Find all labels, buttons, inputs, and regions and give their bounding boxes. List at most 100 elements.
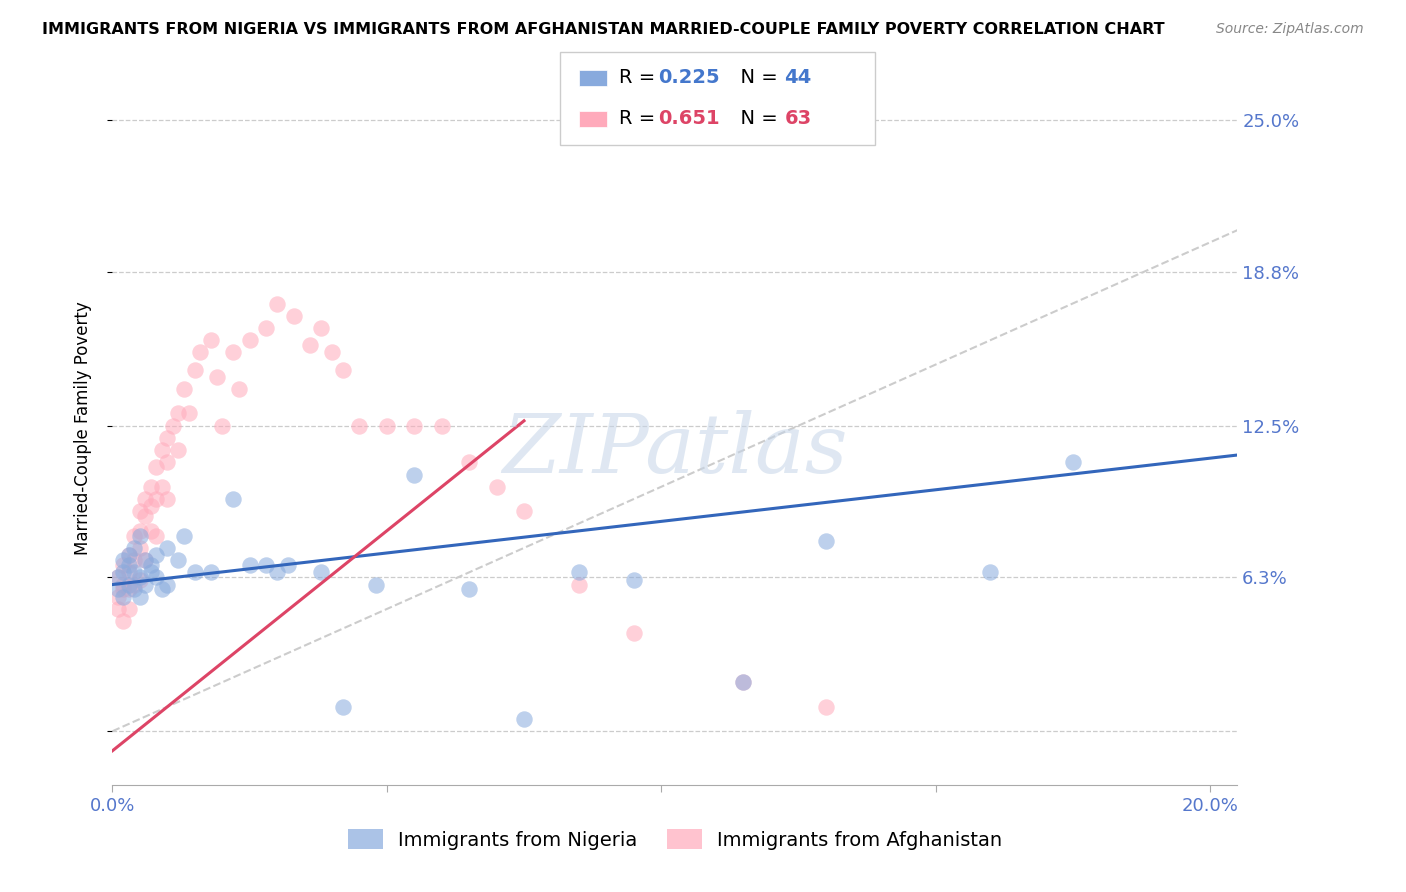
Point (150, 443, 173, 458)
Point (107, 602, 129, 616)
Point (107, 582, 129, 597)
Point (814, 699, 837, 714)
Point (283, 309, 305, 323)
Point (124, 529, 146, 543)
Point (129, 590, 152, 604)
Point (134, 553, 156, 567)
Point (145, 548, 167, 562)
Point (184, 362, 207, 376)
Point (513, 504, 536, 518)
Point (458, 455, 481, 469)
Point (129, 541, 152, 555)
Point (129, 529, 152, 543)
Legend: Immigrants from Nigeria, Immigrants from Afghanistan: Immigrants from Nigeria, Immigrants from… (340, 822, 1010, 857)
Point (266, 296, 288, 310)
Point (112, 553, 135, 567)
Point (134, 491, 156, 506)
Point (112, 558, 135, 572)
Point (107, 590, 129, 604)
Point (568, 577, 591, 591)
Point (156, 491, 179, 506)
Point (404, 418, 426, 433)
Point (733, 675, 755, 690)
Point (277, 558, 299, 572)
Point (188, 345, 211, 359)
Text: 44: 44 (785, 68, 811, 87)
Point (118, 582, 141, 597)
Point (145, 529, 167, 543)
Point (309, 321, 332, 335)
Point (112, 590, 135, 604)
Point (156, 455, 179, 469)
Point (129, 504, 152, 518)
Point (404, 467, 426, 482)
Point (139, 566, 162, 580)
Point (173, 529, 195, 543)
Point (150, 582, 173, 597)
Text: 63: 63 (785, 109, 811, 128)
Point (200, 333, 222, 347)
Text: R =: R = (619, 68, 661, 87)
Point (145, 460, 167, 475)
Point (513, 712, 536, 726)
Text: N =: N = (728, 68, 785, 87)
Point (254, 321, 277, 335)
Point (118, 548, 141, 562)
Point (458, 582, 481, 597)
Point (139, 480, 162, 494)
Point (134, 577, 156, 591)
Point (349, 418, 371, 433)
Text: IMMIGRANTS FROM NIGERIA VS IMMIGRANTS FROM AFGHANISTAN MARRIED-COUPLE FAMILY POV: IMMIGRANTS FROM NIGERIA VS IMMIGRANTS FR… (42, 22, 1164, 37)
Point (485, 480, 508, 494)
Point (124, 577, 146, 591)
Point (139, 500, 162, 514)
Point (814, 533, 837, 548)
Point (205, 369, 228, 384)
Point (309, 566, 332, 580)
Point (107, 570, 129, 584)
Point (156, 431, 179, 445)
Text: 0.225: 0.225 (658, 68, 720, 87)
Text: N =: N = (728, 109, 785, 128)
Point (979, 566, 1001, 580)
Point (112, 566, 135, 580)
Point (430, 418, 453, 433)
Y-axis label: Married-Couple Family Poverty: Married-Couple Family Poverty (73, 301, 91, 555)
Point (124, 541, 146, 555)
Point (266, 566, 288, 580)
Point (118, 558, 141, 572)
Point (107, 570, 129, 584)
Point (139, 558, 162, 572)
Point (156, 577, 179, 591)
Point (150, 480, 173, 494)
Point (228, 382, 250, 396)
Point (145, 491, 167, 506)
Point (568, 566, 591, 580)
Point (211, 418, 233, 433)
Point (239, 558, 262, 572)
Text: 0.651: 0.651 (658, 109, 720, 128)
Point (332, 699, 354, 714)
Point (222, 491, 245, 506)
Point (112, 582, 135, 597)
Point (162, 418, 184, 433)
Point (167, 443, 190, 458)
Point (623, 573, 645, 587)
Point (222, 345, 245, 359)
Point (112, 614, 135, 628)
Point (118, 566, 141, 580)
Point (298, 338, 321, 352)
Point (112, 577, 135, 591)
Point (623, 626, 645, 640)
Point (375, 418, 398, 433)
Point (129, 524, 152, 538)
Point (167, 407, 190, 421)
Point (118, 548, 141, 562)
Point (200, 566, 222, 580)
Text: R =: R = (619, 109, 661, 128)
Point (124, 566, 146, 580)
Point (124, 553, 146, 567)
Point (118, 602, 141, 616)
Point (134, 509, 156, 524)
Point (364, 577, 387, 591)
